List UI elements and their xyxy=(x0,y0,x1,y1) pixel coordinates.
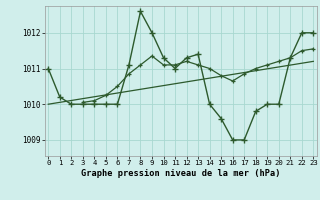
X-axis label: Graphe pression niveau de la mer (hPa): Graphe pression niveau de la mer (hPa) xyxy=(81,169,281,178)
